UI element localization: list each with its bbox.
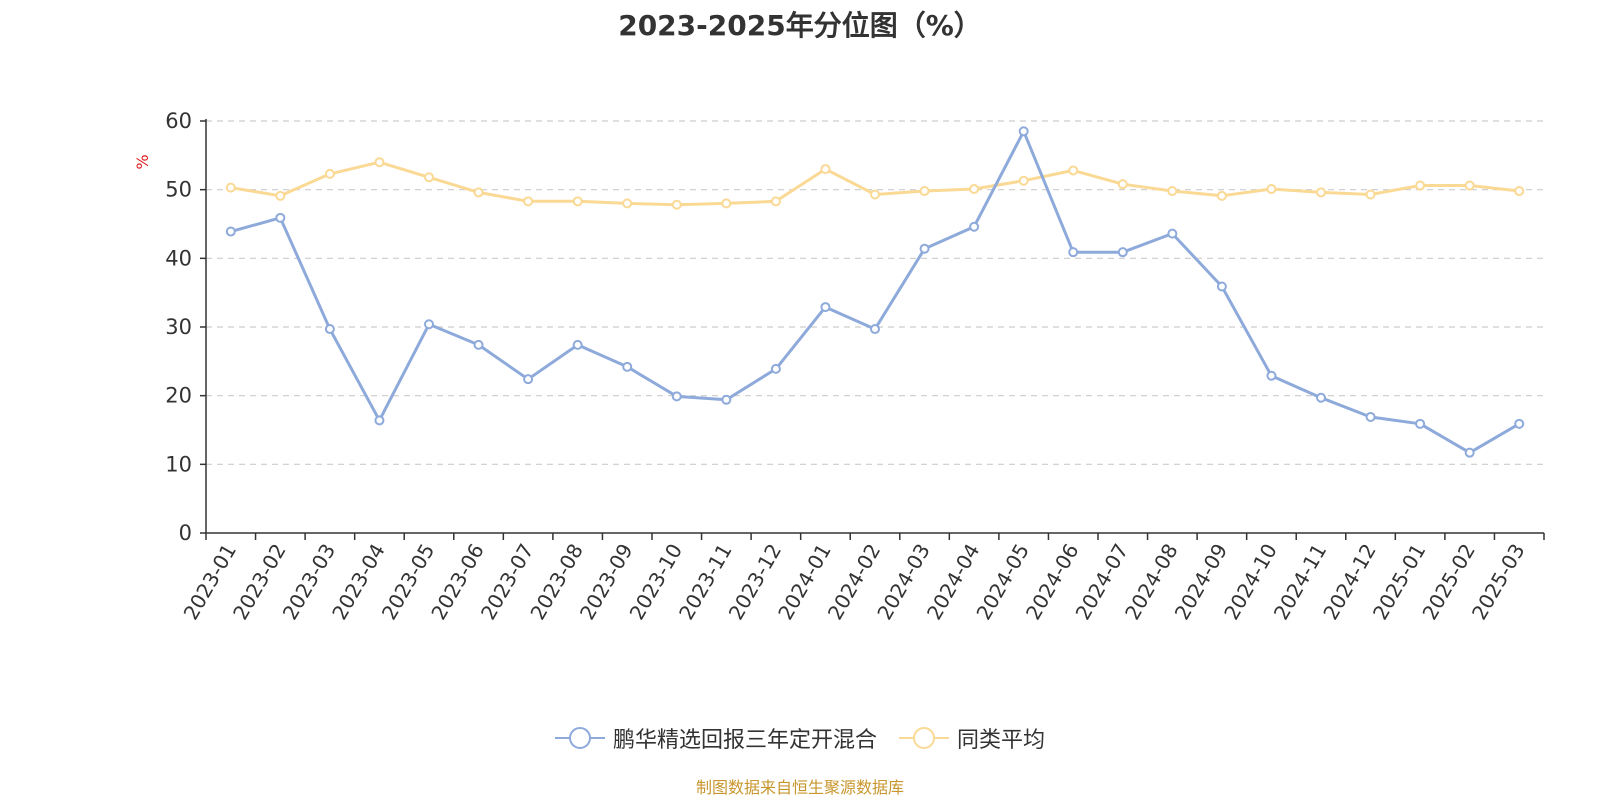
legend-swatch-average-icon [899, 727, 949, 749]
data-point [1266, 183, 1277, 194]
data-point [424, 172, 434, 183]
data-point [622, 198, 633, 209]
data-point [770, 196, 781, 207]
data-point [1365, 411, 1376, 422]
legend-label-average: 同类平均 [957, 728, 1046, 753]
data-point [721, 198, 732, 209]
y-tick-label: 10 [165, 452, 192, 476]
data-point [820, 164, 831, 175]
y-tick-label: 60 [165, 109, 192, 133]
y-tick-label: 0 [179, 521, 192, 545]
data-point [473, 339, 484, 350]
data-point [671, 199, 682, 210]
data-point [225, 182, 236, 193]
legend-swatch-fund-icon [554, 727, 605, 749]
data-point [1018, 126, 1029, 137]
data-point [1167, 186, 1178, 197]
data-point [919, 186, 930, 197]
data-point [1216, 190, 1227, 201]
legend-item-average[interactable]: 同类平均 [899, 722, 1045, 754]
data-point [1018, 175, 1029, 186]
data-point [1415, 418, 1426, 429]
data-point [1117, 179, 1128, 190]
data-point [1068, 247, 1079, 258]
data-point [1514, 418, 1525, 429]
data-point [1266, 370, 1277, 381]
chart-title: 2023-2025年分位图（%） [618, 9, 982, 42]
data-point [969, 221, 980, 232]
y-tick-label: 20 [165, 384, 192, 408]
series-lines [225, 126, 1525, 458]
data-point [572, 339, 583, 350]
data-point [919, 243, 930, 254]
data-point [424, 319, 434, 330]
data-point [870, 189, 880, 200]
data-point [870, 324, 880, 335]
data-point [572, 196, 583, 207]
data-point [1464, 180, 1475, 191]
grid-lines [206, 120, 1544, 465]
series-fund [225, 126, 1525, 458]
data-point [374, 157, 385, 168]
series-line [230, 129, 1520, 455]
series-average [225, 157, 1525, 210]
axes: 01020304050602023-012023-022023-032023-0… [165, 109, 1545, 624]
data-point [1167, 228, 1178, 239]
data-point [1464, 447, 1475, 458]
data-point [1316, 187, 1326, 198]
data-point [770, 363, 781, 374]
y-axis-unit-label: % [133, 154, 152, 169]
data-point [1415, 180, 1426, 191]
legend-label-fund: 鹏华精选回报三年定开混合 [612, 728, 877, 753]
data-point [1216, 281, 1227, 292]
data-point [225, 226, 236, 237]
data-point [374, 415, 385, 426]
data-point [1365, 189, 1376, 200]
data-point [622, 361, 633, 372]
data-point [969, 183, 980, 194]
data-point [1514, 186, 1525, 197]
data-point [1068, 165, 1079, 176]
legend: 鹏华精选回报三年定开混合 同类平均 [0, 722, 1600, 754]
data-point [1316, 392, 1326, 403]
data-point [473, 187, 484, 198]
data-point [275, 212, 286, 223]
data-point [275, 190, 286, 201]
legend-item-fund[interactable]: 鹏华精选回报三年定开混合 [554, 722, 877, 754]
data-point [721, 394, 732, 405]
data-point [1117, 247, 1128, 258]
data-point [523, 196, 534, 207]
data-point [671, 391, 682, 402]
data-point [523, 374, 534, 385]
data-point [820, 302, 831, 313]
data-point [324, 324, 335, 335]
y-tick-label: 50 [165, 178, 192, 202]
y-tick-label: 40 [165, 246, 192, 270]
data-point [324, 168, 335, 179]
source-note: 制图数据来自恒生聚源数据库 [695, 778, 904, 797]
y-tick-label: 30 [165, 315, 192, 339]
